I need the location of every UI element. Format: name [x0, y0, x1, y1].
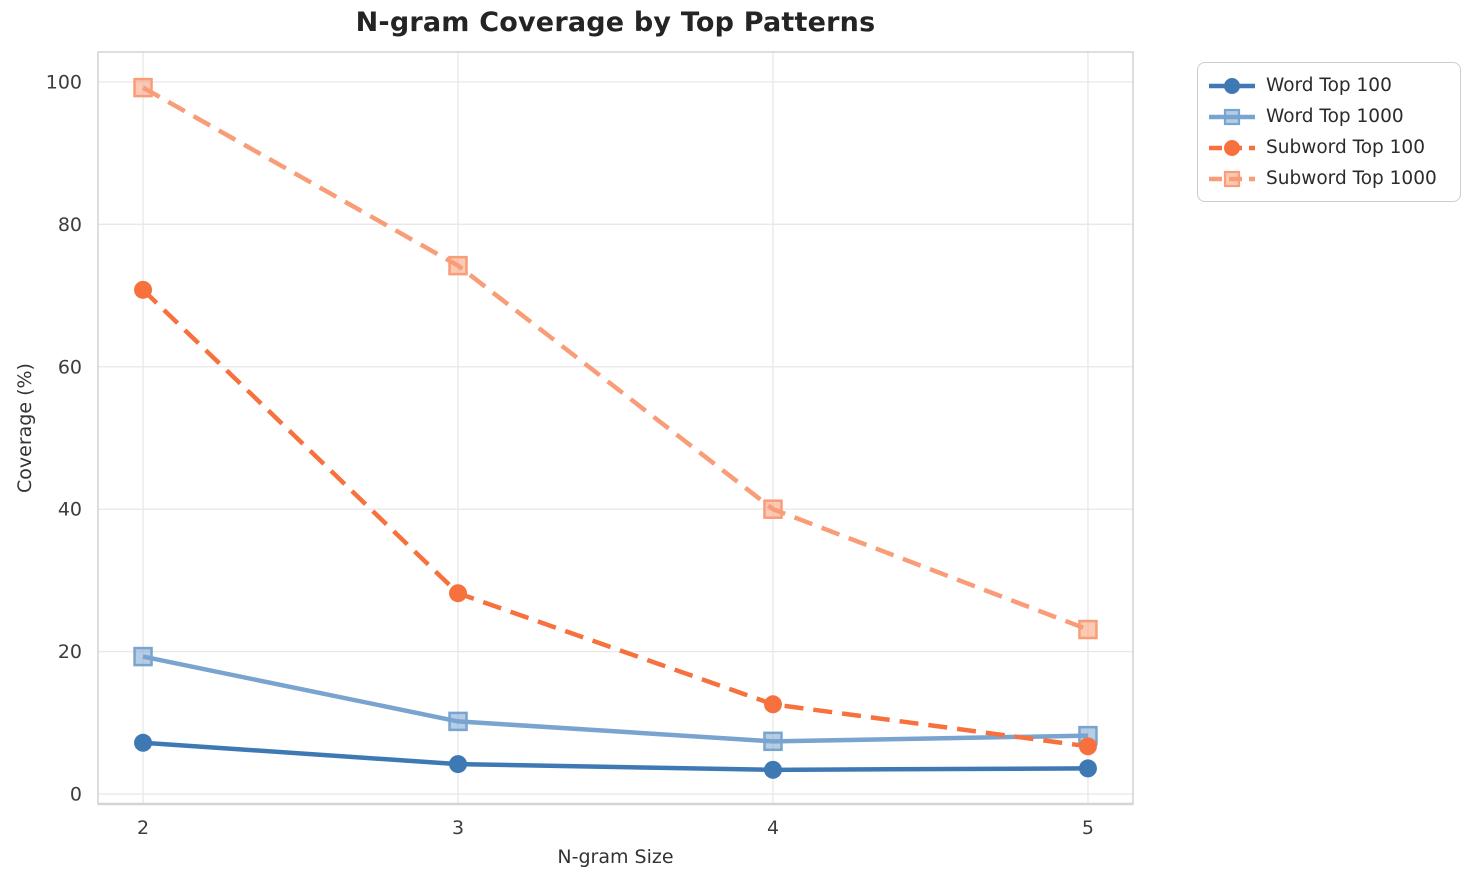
- legend-swatch-subword-top-1000: [1208, 168, 1256, 190]
- series-line-word-top-100: [142, 740, 1088, 773]
- y-tick-label: 20: [58, 641, 82, 663]
- x-tick-label: 2: [137, 817, 149, 839]
- plot-border: [97, 51, 1134, 805]
- y-tick-label: 40: [58, 499, 82, 521]
- legend-swatch-word-top-100: [1208, 75, 1256, 97]
- series-line-word-top-1000: [142, 654, 1088, 744]
- series-line-subword-top-100: [141, 288, 1089, 749]
- legend-sample-line: [1209, 139, 1255, 156]
- y-axis-label: Coverage (%): [14, 363, 36, 493]
- legend-swatch-word-top-1000: [1208, 106, 1256, 128]
- x-axis-label: N-gram Size: [557, 846, 674, 868]
- legend-sample-line: [1209, 170, 1255, 187]
- legend-item: Subword Top 100: [1208, 134, 1448, 161]
- legend-sample-line: [1209, 108, 1255, 125]
- x-tick-label: 4: [767, 817, 779, 839]
- data-point-marker: [448, 255, 468, 276]
- data-point-marker: [763, 499, 783, 519]
- y-tick-label: 80: [58, 214, 82, 236]
- series-line-subword-top-1000: [141, 85, 1089, 632]
- x-tick-label: 3: [452, 817, 464, 839]
- data-point-marker: [449, 584, 468, 603]
- y-tick-label: 100: [46, 71, 82, 93]
- legend-swatch-subword-top-100: [1208, 137, 1256, 159]
- chart-title: N-gram Coverage by Top Patterns: [355, 7, 876, 38]
- data-point-marker: [134, 733, 153, 752]
- legend-item: Subword Top 1000: [1208, 165, 1448, 192]
- legend-item: Word Top 1000: [1208, 103, 1448, 130]
- data-point-marker: [448, 711, 468, 732]
- data-point-marker: [1078, 759, 1097, 778]
- legend-item: Word Top 100: [1208, 72, 1448, 99]
- y-tick-label: 60: [58, 356, 82, 378]
- data-point-marker: [133, 77, 153, 98]
- data-point-marker: [133, 646, 153, 667]
- legend-sample-line: [1209, 77, 1255, 94]
- legend-item-label: Subword Top 100: [1266, 137, 1425, 158]
- legend-item-label: Word Top 1000: [1266, 106, 1404, 127]
- y-tick-label: 0: [70, 784, 82, 806]
- data-point-marker: [1078, 619, 1098, 640]
- legend-item-label: Subword Top 1000: [1266, 168, 1437, 189]
- legend: Word Top 100 Word Top 1000 Subword Top 1…: [1197, 62, 1461, 202]
- x-tick-label: 5: [1082, 817, 1094, 839]
- data-point-marker: [763, 695, 782, 714]
- legend-item-label: Word Top 100: [1266, 75, 1392, 96]
- data-point-marker: [763, 731, 783, 752]
- data-point-marker: [134, 280, 153, 299]
- data-point-marker: [449, 755, 468, 774]
- data-point-marker: [1078, 737, 1097, 756]
- data-point-marker: [763, 760, 782, 779]
